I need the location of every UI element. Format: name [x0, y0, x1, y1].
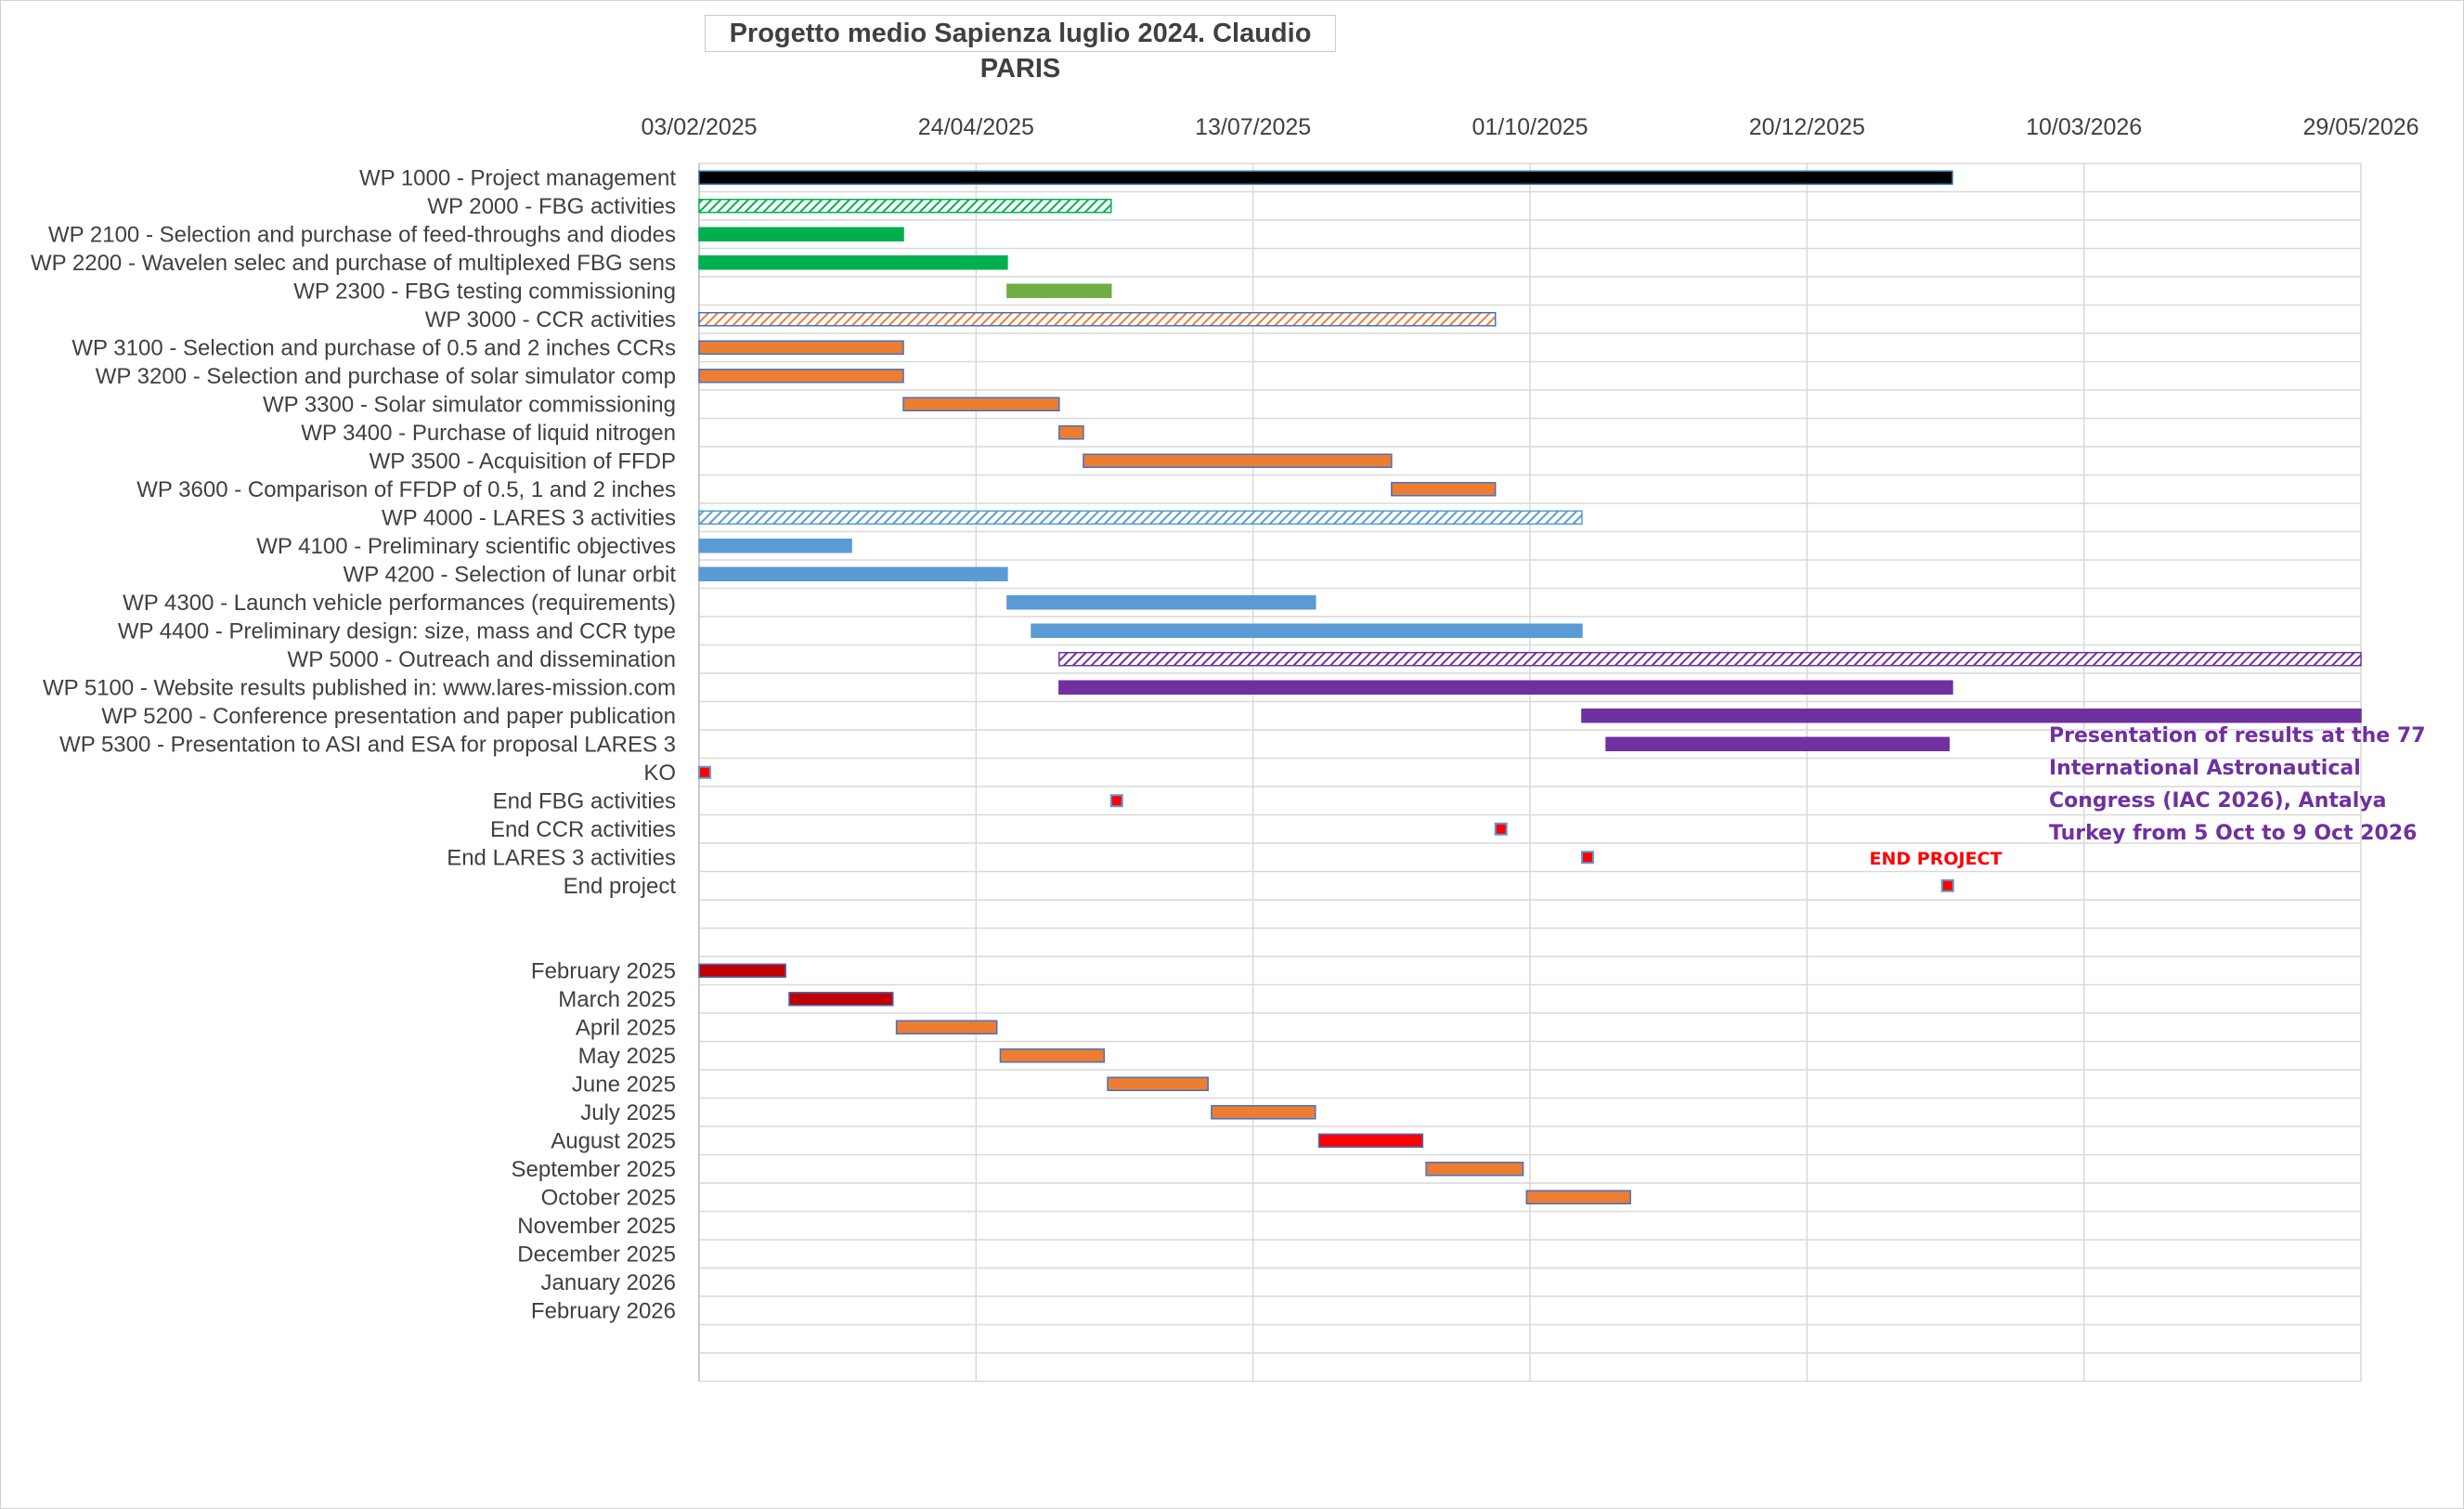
gantt-bar: [1317, 1133, 1424, 1148]
gantt-bar: [698, 369, 904, 384]
row-label: WP 3200 - Selection and purchase of sola…: [96, 364, 676, 389]
row-label: February 2026: [531, 1298, 676, 1323]
row-label: WP 4400 - Preliminary design: size, mass…: [118, 618, 676, 644]
gantt-bar: [1031, 623, 1583, 638]
gantt-bar: [1525, 1190, 1631, 1204]
gantt-bar: [698, 539, 852, 553]
x-tick-label: 13/07/2025: [1195, 114, 1311, 140]
x-tick-label: 24/04/2025: [918, 114, 1034, 140]
row-label: May 2025: [578, 1044, 676, 1069]
row-label: January 2026: [541, 1270, 676, 1295]
row-label: WP 5200 - Conference presentation and pa…: [101, 704, 676, 729]
gantt-bar: [698, 255, 1008, 270]
row-label: WP 2300 - FBG testing commissioning: [293, 279, 676, 304]
row-label: WP 3500 - Acquisition of FFDP: [370, 449, 676, 474]
x-tick-label: 01/10/2025: [1472, 114, 1588, 140]
row-label: November 2025: [517, 1214, 676, 1239]
row-label: WP 5100 - Website results published in: …: [43, 675, 676, 700]
row-label: WP 3000 - CCR activities: [425, 307, 676, 332]
row-label: July 2025: [580, 1100, 676, 1125]
row-label: WP 3300 - Solar simulator commissioning: [263, 392, 676, 417]
row-label: WP 2100 - Selection and purchase of feed…: [48, 222, 676, 247]
gantt-bar: [895, 1020, 998, 1034]
row-label: End FBG activities: [493, 788, 676, 813]
milestone-marker: [698, 765, 711, 779]
row-label: April 2025: [576, 1015, 676, 1040]
row-label: August 2025: [551, 1128, 676, 1153]
gantt-bar: [698, 963, 786, 978]
milestone-marker: [1494, 822, 1508, 836]
gantt-bar: [698, 340, 904, 355]
milestone-marker: [1109, 794, 1123, 808]
row-label: WP 2200 - Wavelen selec and purchase of …: [31, 251, 676, 276]
gantt-bar: [1006, 595, 1316, 610]
gantt-bar: [788, 992, 894, 1007]
gantt-bar: [1211, 1105, 1316, 1120]
row-label: WP 3100 - Selection and purchase of 0.5 …: [71, 335, 676, 360]
row-label: End LARES 3 activities: [447, 845, 676, 870]
row-label: September 2025: [512, 1157, 676, 1182]
iac-annotation-line: International Astronautical: [2049, 757, 2361, 780]
row-label: WP 4100 - Preliminary scientific objecti…: [256, 534, 676, 559]
gantt-bar: [698, 227, 904, 241]
x-tick-label: 03/02/2025: [641, 114, 757, 140]
x-tick-label: 29/05/2026: [2302, 114, 2419, 140]
iac-annotation-line: Presentation of results at the 77: [2049, 724, 2426, 748]
gantt-bar: [902, 397, 1060, 411]
gantt-bar: [1058, 425, 1084, 440]
row-label: WP 2000 - FBG activities: [427, 194, 676, 219]
row-label: December 2025: [517, 1242, 676, 1267]
row-label: End CCR activities: [490, 817, 676, 842]
row-label: WP 5300 - Presentation to ASI and ESA fo…: [59, 732, 676, 757]
gantt-bar: [698, 566, 1008, 581]
milestone-marker: [1580, 851, 1594, 865]
row-label: WP 3600 - Comparison of FFDP of 0.5, 1 a…: [136, 477, 676, 502]
row-label: June 2025: [572, 1072, 676, 1097]
iac-annotation-line: Congress (IAC 2026), Antalya: [2049, 789, 2386, 813]
gantt-bar: [698, 199, 1112, 214]
gantt-bar: [1391, 482, 1497, 497]
x-tick-label: 10/03/2026: [2026, 114, 2142, 140]
row-label: WP 4300 - Launch vehicle performances (r…: [123, 591, 676, 616]
row-label: KO: [643, 761, 676, 786]
gantt-bar: [1058, 680, 1953, 695]
gantt-bar: [1581, 709, 2362, 723]
gantt-bar: [698, 510, 1583, 525]
row-label: End project: [564, 874, 677, 899]
row-label: WP 1000 - Project management: [359, 165, 676, 190]
gantt-bar: [1006, 283, 1112, 298]
gantt-bar: [698, 170, 1953, 185]
gantt-bar: [1058, 652, 2362, 667]
gantt-bar: [1425, 1162, 1524, 1177]
end-project-annotation: END PROJECT: [1870, 849, 2003, 869]
row-label: March 2025: [558, 987, 676, 1012]
row-label: WP 4200 - Selection of lunar orbit: [344, 562, 677, 587]
gantt-bar: [1605, 736, 1950, 751]
row-label: October 2025: [541, 1185, 676, 1210]
x-tick-label: 20/12/2025: [1749, 114, 1865, 140]
gantt-bar: [698, 312, 1497, 327]
row-label: WP 3400 - Purchase of liquid nitrogen: [301, 421, 676, 446]
row-label: February 2025: [531, 958, 676, 983]
row-label: WP 5000 - Outreach and dissemination: [288, 647, 676, 672]
chart-title: Progetto medio Sapienza luglio 2024. Cla…: [705, 15, 1336, 84]
gantt-bar: [1083, 453, 1393, 468]
iac-annotation-line: Turkey from 5 Oct to 9 Oct 2026: [2049, 822, 2417, 845]
gantt-bar: [1107, 1076, 1209, 1091]
gantt-bar: [999, 1048, 1106, 1063]
row-label: WP 4000 - LARES 3 activities: [382, 505, 676, 530]
milestone-marker: [1940, 878, 1954, 892]
